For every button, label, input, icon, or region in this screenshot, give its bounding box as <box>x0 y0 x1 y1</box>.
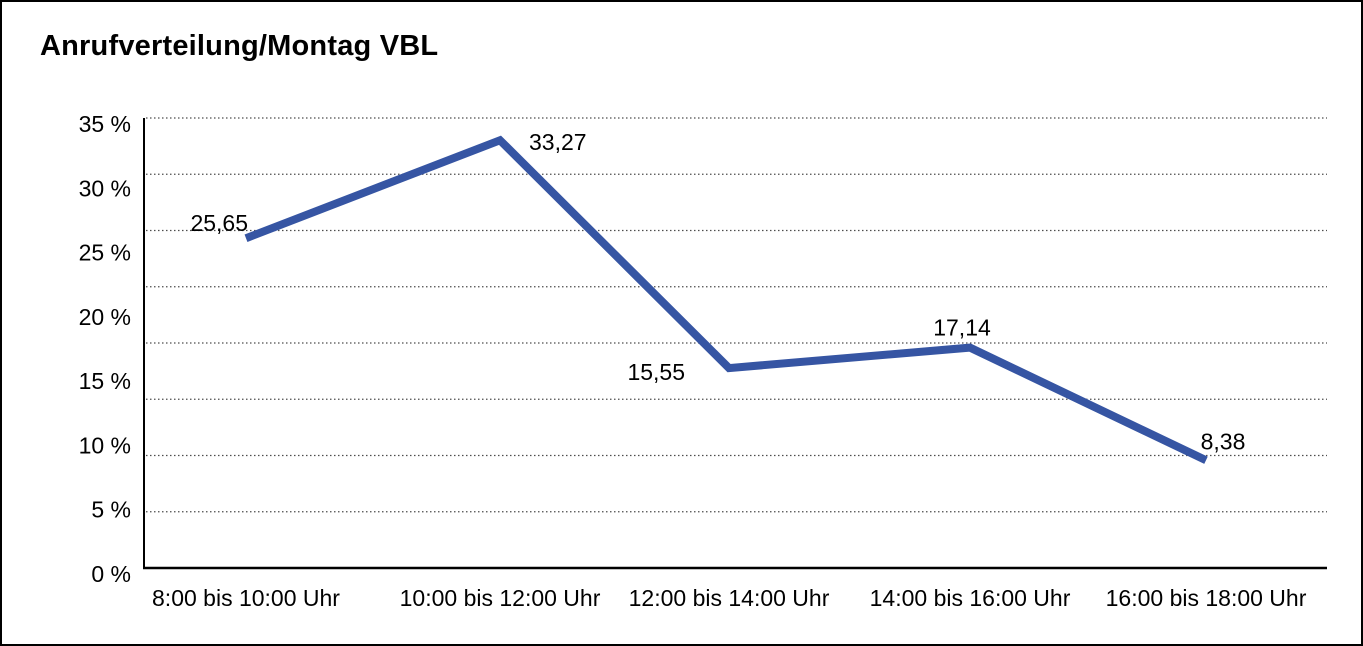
x-tick-label: 14:00 bis 16:00 Uhr <box>870 585 1071 611</box>
data-point-label: 33,27 <box>529 129 587 155</box>
x-tick-label: 8:00 bis 10:00 Uhr <box>152 585 340 611</box>
x-axis-labels: 8:00 bis 10:00 Uhr 10:00 bis 12:00 Uhr 12:… <box>152 585 1307 611</box>
y-tick-label: 25 % <box>79 240 131 266</box>
data-point-label: 15,55 <box>627 359 685 385</box>
series-line <box>244 135 1208 464</box>
axes <box>143 118 1327 570</box>
y-tick-label: 30 % <box>79 175 131 201</box>
x-tick-label: 12:00 bis 14:00 Uhr <box>629 585 830 611</box>
data-point-label: 25,65 <box>190 210 248 236</box>
x-tick-label: 10:00 bis 12:00 Uhr <box>400 585 601 611</box>
y-axis-labels: 35 % 30 % 25 % 20 % 15 % 10 % 5 % 0 % <box>79 111 131 587</box>
y-tick-label: 5 % <box>91 497 131 523</box>
data-point-label: 8,38 <box>1201 428 1246 454</box>
y-tick-label: 0 % <box>91 561 131 587</box>
data-series <box>244 135 1208 464</box>
y-tick-label: 15 % <box>79 368 131 394</box>
y-tick-label: 10 % <box>79 432 131 458</box>
gridlines <box>146 117 1327 513</box>
data-point-label: 17,14 <box>933 315 991 341</box>
y-tick-label: 20 % <box>79 304 131 330</box>
y-tick-label: 35 % <box>79 111 131 137</box>
chart-title: Anrufverteilung/Montag VBL <box>40 30 439 62</box>
x-tick-label: 16:00 bis 18:00 Uhr <box>1106 585 1307 611</box>
data-point-labels: 25,65 33,27 15,55 17,14 8,38 <box>190 129 1245 454</box>
